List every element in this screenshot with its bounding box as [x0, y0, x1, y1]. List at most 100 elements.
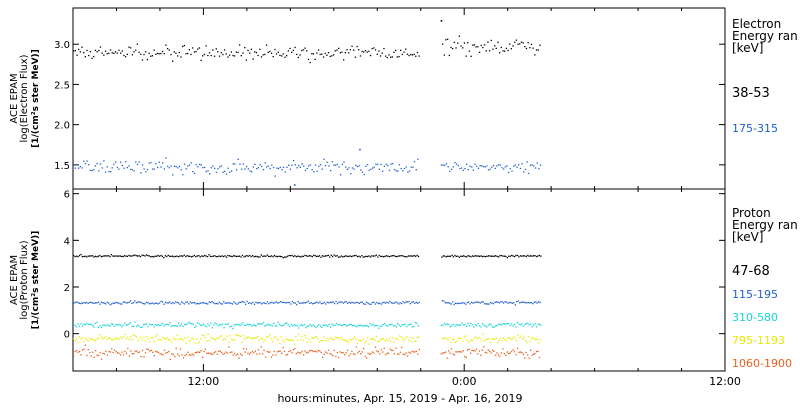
data-point	[127, 336, 129, 338]
data-point	[383, 165, 385, 167]
data-point	[457, 42, 459, 44]
data-point	[386, 56, 388, 59]
data-point	[508, 337, 511, 339]
data-point	[304, 47, 306, 49]
data-point	[447, 339, 449, 341]
data-point	[305, 352, 308, 354]
data-point	[282, 257, 284, 259]
data-point	[358, 49, 360, 51]
data-point	[456, 340, 458, 342]
data-point	[214, 255, 216, 257]
data-point	[289, 47, 291, 50]
data-point	[181, 323, 183, 325]
data-point	[321, 326, 323, 329]
data-point	[175, 52, 177, 54]
data-point	[274, 48, 276, 51]
data-point	[190, 354, 192, 356]
data-point	[315, 326, 317, 329]
data-point	[530, 43, 533, 45]
data-point	[156, 324, 158, 326]
data-point	[273, 350, 275, 353]
data-point	[490, 255, 492, 257]
data-point	[476, 338, 478, 340]
data-point	[242, 300, 244, 303]
data-point	[532, 337, 534, 339]
data-point	[264, 302, 266, 304]
data-point	[133, 334, 135, 336]
data-point	[90, 338, 92, 341]
data-point	[253, 352, 255, 354]
data-point	[375, 335, 377, 338]
data-point	[75, 326, 78, 328]
data-point	[469, 303, 471, 305]
data-point	[150, 324, 152, 326]
data-point	[413, 340, 416, 342]
data-point	[347, 341, 350, 343]
data-point	[457, 255, 459, 257]
data-point	[296, 53, 298, 56]
data-point	[239, 324, 241, 327]
data-point	[213, 352, 215, 354]
data-point	[535, 255, 538, 258]
data-point	[317, 302, 320, 304]
data-point	[220, 303, 222, 305]
data-point	[104, 171, 107, 173]
data-point	[334, 336, 337, 338]
data-point	[344, 324, 346, 326]
data-point	[324, 52, 326, 55]
data-point	[449, 352, 451, 354]
data-point	[81, 46, 83, 48]
data-point	[185, 323, 187, 326]
data-point	[358, 339, 360, 341]
data-point	[370, 324, 373, 326]
data-point	[212, 49, 214, 51]
data-point	[144, 352, 147, 354]
data-point	[357, 324, 359, 326]
data-point	[374, 49, 377, 51]
data-point	[303, 354, 305, 356]
data-point	[86, 354, 88, 357]
data-point	[256, 255, 258, 258]
data-point	[289, 350, 292, 352]
data-point	[99, 254, 101, 257]
data-point	[202, 323, 205, 325]
data-point	[345, 255, 347, 257]
data-point	[503, 255, 506, 257]
data-point	[74, 167, 76, 169]
legend-entry-47-68: 47-68	[732, 264, 770, 279]
data-point	[334, 50, 336, 52]
data-point	[365, 255, 367, 257]
data-point	[444, 164, 446, 166]
data-point	[459, 324, 462, 326]
data-point	[169, 255, 171, 257]
data-point	[346, 168, 349, 170]
data-point	[184, 354, 186, 357]
data-point	[481, 349, 483, 351]
data-point	[254, 350, 256, 352]
data-point	[272, 302, 274, 304]
data-point	[266, 350, 268, 353]
data-point	[388, 324, 390, 326]
data-point	[294, 324, 297, 326]
data-point	[111, 167, 113, 169]
data-point	[205, 326, 208, 328]
data-point	[271, 301, 273, 304]
data-point	[228, 255, 230, 257]
data-point	[312, 53, 315, 55]
data-point	[244, 168, 246, 170]
data-point	[107, 255, 110, 257]
data-point	[335, 355, 337, 357]
data-point	[214, 322, 216, 324]
data-point	[182, 357, 185, 359]
y-axis-label-line: [1/(cm²s ster MeV)]	[31, 49, 41, 148]
data-point	[213, 324, 215, 326]
data-point	[508, 352, 510, 355]
data-point	[192, 171, 194, 173]
data-point	[160, 300, 162, 302]
data-point	[416, 51, 419, 54]
data-point	[279, 255, 281, 258]
data-point	[465, 325, 468, 328]
data-point	[395, 326, 397, 328]
data-point	[309, 61, 311, 64]
data-point	[245, 348, 248, 350]
